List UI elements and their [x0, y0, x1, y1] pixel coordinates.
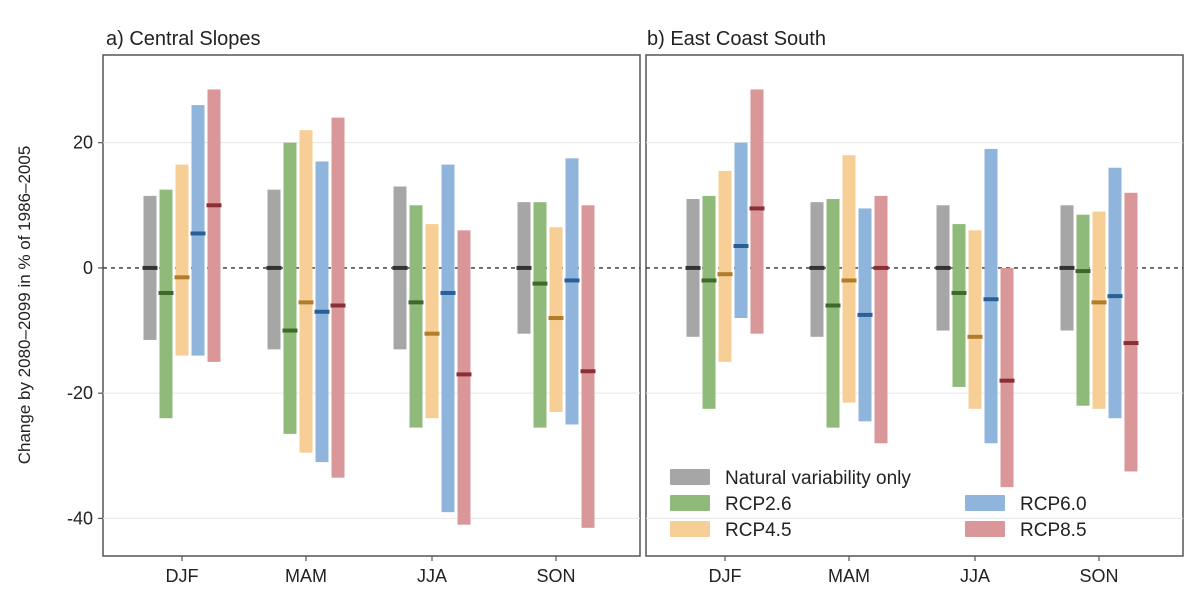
median-mark-rcp60-jja	[983, 297, 999, 302]
range-bar-rcp60-djf	[734, 142, 748, 319]
y-tick-label: -40	[67, 508, 93, 528]
range-bar-rcp85-djf	[207, 89, 221, 362]
median-mark-rcp26-mam	[825, 303, 841, 308]
median-mark-rcp85-jja	[456, 372, 472, 377]
range-bar-rcp85-jja	[1000, 267, 1014, 488]
median-mark-natural-jja	[935, 265, 951, 270]
median-mark-rcp60-djf	[190, 231, 206, 236]
y-tick-label: 20	[73, 133, 93, 153]
median-mark-rcp26-djf	[158, 290, 174, 295]
median-mark-rcp60-mam	[314, 309, 330, 314]
panel-central-slopes: a) Central Slopes DJF MAM JJA SON	[102, 28, 641, 586]
median-mark-rcp85-mam	[330, 303, 346, 308]
median-mark-rcp60-son	[564, 278, 580, 283]
median-mark-rcp45-mam	[841, 278, 857, 283]
legend: Natural variability only RCP2.6 RCP4.5 R…	[670, 468, 1087, 541]
median-mark-rcp26-mam	[282, 328, 298, 333]
median-mark-rcp26-son	[532, 281, 548, 286]
median-mark-natural-son	[1059, 265, 1075, 270]
range-bar-rcp45-son	[1092, 211, 1106, 409]
range-bar-rcp26-jja	[952, 224, 966, 387]
range-bar-rcp45-mam	[299, 130, 313, 453]
median-mark-natural-mam	[266, 265, 282, 270]
range-bar-rcp85-mam	[331, 117, 345, 478]
range-bar-rcp26-mam	[826, 199, 840, 428]
x-tick-label-jja: JJA	[417, 566, 447, 586]
median-mark-natural-mam	[809, 265, 825, 270]
legend-label-rcp45: RCP4.5	[725, 520, 792, 541]
range-bar-rcp60-son	[565, 158, 579, 425]
legend-swatch-rcp45	[670, 521, 710, 537]
median-mark-natural-djf	[685, 265, 701, 270]
panel-east-coast-south: b) East Coast South DJF MAM JJA SON	[645, 28, 1184, 586]
median-mark-rcp45-son	[548, 316, 564, 321]
legend-swatch-rcp60	[965, 495, 1005, 511]
y-axis: -40 -20 0 20	[67, 133, 103, 528]
median-mark-rcp85-son	[580, 369, 596, 374]
median-mark-rcp85-son	[1123, 341, 1139, 346]
median-mark-natural-son	[516, 265, 532, 270]
legend-swatch-rcp85	[965, 521, 1005, 537]
range-bar-rcp26-djf	[159, 189, 173, 419]
median-mark-rcp26-jja	[408, 300, 424, 305]
range-bar-rcp85-mam	[874, 195, 888, 444]
range-bar-rcp85-jja	[457, 230, 471, 525]
range-bar-rcp26-mam	[283, 142, 297, 434]
x-tick-label-mam: MAM	[285, 566, 327, 586]
median-mark-rcp45-djf	[174, 275, 190, 280]
x-tick-label-djf: DJF	[709, 566, 742, 586]
y-axis-label: Change by 2080–2099 in % of 1986–2005	[15, 146, 34, 465]
median-mark-rcp45-djf	[717, 272, 733, 277]
legend-label-rcp60: RCP6.0	[1020, 494, 1087, 515]
x-tick-label-jja: JJA	[960, 566, 990, 586]
legend-label-natural: Natural variability only	[725, 468, 911, 489]
x-tick-label-djf: DJF	[166, 566, 199, 586]
median-mark-rcp45-jja	[424, 331, 440, 336]
legend-swatch-rcp26	[670, 495, 710, 511]
median-mark-rcp85-djf	[749, 206, 765, 211]
range-bar-rcp60-djf	[191, 105, 205, 356]
median-mark-natural-djf	[142, 265, 158, 270]
range-bar-rcp85-djf	[750, 89, 764, 334]
legend-swatch-natural	[670, 469, 710, 485]
median-mark-rcp45-son	[1091, 300, 1107, 305]
range-bar-rcp60-jja	[984, 148, 998, 444]
median-mark-rcp45-jja	[967, 334, 983, 339]
median-mark-rcp26-son	[1075, 269, 1091, 274]
range-bar-rcp45-jja	[968, 230, 982, 409]
range-bar-rcp26-son	[533, 202, 547, 428]
range-bar-rcp45-jja	[425, 224, 439, 419]
range-bar-rcp85-son	[581, 205, 595, 528]
median-mark-rcp26-jja	[951, 290, 967, 295]
median-mark-rcp26-djf	[701, 278, 717, 283]
median-mark-rcp60-mam	[857, 312, 873, 317]
range-bar-rcp60-son	[1108, 167, 1122, 419]
median-mark-rcp60-jja	[440, 290, 456, 295]
range-bar-rcp85-son	[1124, 192, 1138, 472]
range-bar-rcp60-jja	[441, 164, 455, 513]
y-tick-label: -20	[67, 383, 93, 403]
range-bar-rcp26-son	[1076, 214, 1090, 406]
range-bar-rcp26-jja	[409, 205, 423, 428]
median-mark-rcp60-son	[1107, 294, 1123, 299]
y-tick-label: 0	[83, 258, 93, 278]
range-bar-rcp45-djf	[718, 170, 732, 362]
panel-title-central-slopes: a) Central Slopes	[106, 28, 261, 50]
median-mark-rcp85-djf	[206, 203, 222, 208]
range-bar-rcp26-djf	[702, 195, 716, 409]
legend-label-rcp26: RCP2.6	[725, 494, 792, 515]
median-mark-rcp60-djf	[733, 244, 749, 249]
x-tick-label-son: SON	[1079, 566, 1118, 586]
legend-label-rcp85: RCP8.5	[1020, 520, 1087, 541]
x-tick-label-mam: MAM	[828, 566, 870, 586]
x-tick-label-son: SON	[536, 566, 575, 586]
median-mark-rcp85-jja	[999, 378, 1015, 383]
median-mark-rcp45-mam	[298, 300, 314, 305]
median-mark-rcp85-mam	[873, 265, 889, 270]
median-mark-natural-jja	[392, 265, 408, 270]
panel-title-east-coast-south: b) East Coast South	[647, 28, 826, 50]
range-bar-rcp45-djf	[175, 164, 189, 356]
